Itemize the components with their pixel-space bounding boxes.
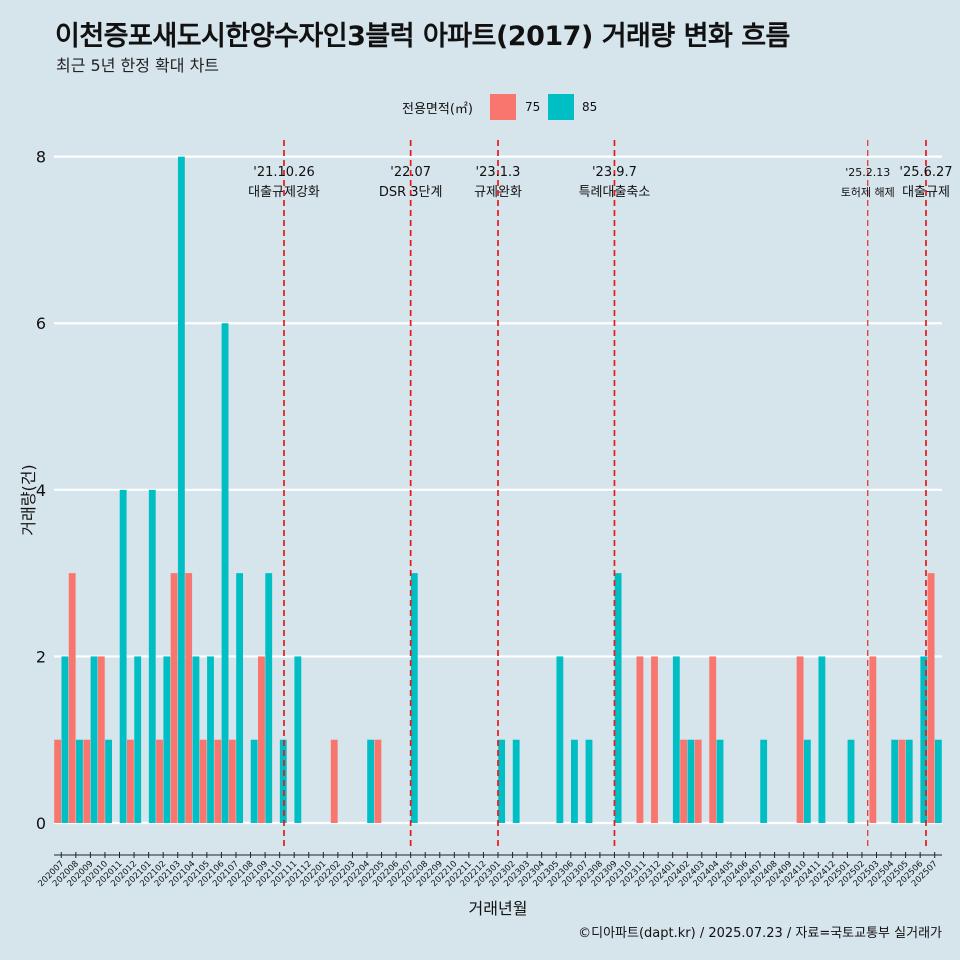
bar-75-202105 — [199, 739, 207, 824]
bar-75-202410 — [796, 656, 804, 824]
bar-75-202012 — [127, 739, 134, 824]
bar-75-202107 — [228, 739, 236, 824]
bar-75-202202 — [330, 739, 338, 824]
chart-subtitle: 최근 5년 한정 확대 차트 — [56, 56, 220, 75]
source-caption: ©디아파트(dapt.kr) / 2025.07.23 / 자료=국토교통부 실… — [578, 926, 942, 941]
bar-85-202101 — [148, 489, 156, 824]
bar-85-202204 — [367, 739, 375, 824]
bar-85-202307 — [585, 739, 593, 824]
bar-85-202301 — [498, 739, 506, 824]
legend: 전용면적(㎡) 75 85 — [0, 92, 960, 122]
bar-85-202011 — [119, 489, 127, 824]
bar-85-202109 — [265, 573, 273, 824]
bar-85-202105 — [207, 656, 214, 824]
bar-85-202108 — [250, 739, 258, 824]
event-date-2: '23.1.3 — [476, 165, 521, 180]
bar-85-202401 — [672, 656, 680, 824]
bar-75-202102 — [156, 739, 163, 824]
bar-85-202007 — [61, 656, 69, 824]
bar-75-202008 — [68, 573, 76, 824]
legend-swatch-75 — [490, 94, 516, 120]
x-axis-title: 거래년월 — [469, 899, 528, 918]
bar-75-202404 — [709, 656, 717, 824]
bar-75-202010 — [97, 656, 105, 824]
bar-75-202103 — [170, 573, 178, 824]
bar-75-202109 — [258, 656, 265, 824]
y-tick-label-4: 4 — [36, 481, 46, 500]
event-label-3: 특례대출축소 — [579, 185, 651, 200]
bar-85-202506 — [920, 656, 928, 824]
bar-85-202111 — [294, 656, 302, 824]
bar-85-202309 — [614, 573, 622, 824]
legend-label-75: 75 — [525, 100, 541, 114]
bar-75-202007 — [54, 739, 62, 824]
event-label-0: 대출규제강화 — [248, 185, 320, 200]
bar-75-202104 — [185, 573, 193, 824]
bar-85-202103 — [177, 156, 185, 824]
y-tick-label-2: 2 — [36, 647, 46, 666]
event-date-0: '21.10.26 — [253, 165, 314, 180]
bar-85-202009 — [90, 656, 98, 824]
bar-85-202207 — [410, 573, 418, 824]
bar-85-202410 — [803, 739, 811, 824]
bar-85-202404 — [716, 739, 724, 824]
bar-75-202503 — [869, 656, 877, 824]
bar-75-202505 — [898, 739, 906, 824]
bar-85-202305 — [556, 656, 564, 824]
bar-85-202407 — [760, 739, 768, 824]
y-tick-label-0: 0 — [36, 814, 46, 833]
bar-85-202507 — [934, 739, 942, 824]
bar-75-202507 — [927, 573, 935, 824]
event-date-4: '25.2.13 — [845, 166, 890, 179]
bar-75-202009 — [83, 739, 91, 824]
event-label-5: 대출규제 — [902, 185, 950, 200]
bar-75-202403 — [694, 739, 702, 824]
chart-title: 이천증포새도시한양수자인3블럭 아파트(2017) 거래량 변화 흐름 — [55, 21, 790, 52]
y-tick-label-8: 8 — [36, 148, 46, 167]
event-date-1: '22.07 — [390, 165, 431, 180]
legend-swatch-85 — [548, 94, 574, 120]
bar-85-202102 — [163, 656, 171, 824]
y-axis-title: 거래량(건) — [19, 464, 38, 535]
legend-title: 전용면적(㎡) — [402, 102, 473, 117]
bar-85-202302 — [512, 739, 520, 824]
event-date-5: '25.6.27 — [899, 165, 952, 180]
bar-85-202008 — [76, 739, 83, 824]
event-date-3: '23.9.7 — [592, 165, 637, 180]
bar-85-202402 — [687, 739, 695, 824]
event-label-4: 토허제 해제 — [841, 185, 895, 199]
bar-75-202312 — [651, 656, 658, 824]
bar-75-202402 — [680, 739, 688, 824]
bar-85-202107 — [236, 573, 244, 824]
bar-75-202311 — [636, 656, 644, 824]
bar-85-202411 — [818, 656, 826, 824]
bar-85-202505 — [905, 739, 913, 824]
legend-label-85: 85 — [582, 100, 598, 114]
y-tick-label-6: 6 — [36, 314, 46, 333]
bar-85-202106 — [221, 323, 229, 824]
bar-85-202306 — [571, 739, 578, 824]
bar-85-202504 — [891, 739, 899, 824]
bar-85-202104 — [192, 656, 200, 824]
bar-75-202106 — [214, 739, 222, 824]
bar-85-202501 — [847, 739, 855, 824]
bar-85-202012 — [134, 656, 142, 824]
event-label-1: DSR 3단계 — [379, 185, 443, 200]
bar-85-202010 — [105, 739, 113, 824]
bar-75-202205 — [374, 739, 382, 824]
event-label-2: 규제완화 — [474, 185, 522, 200]
